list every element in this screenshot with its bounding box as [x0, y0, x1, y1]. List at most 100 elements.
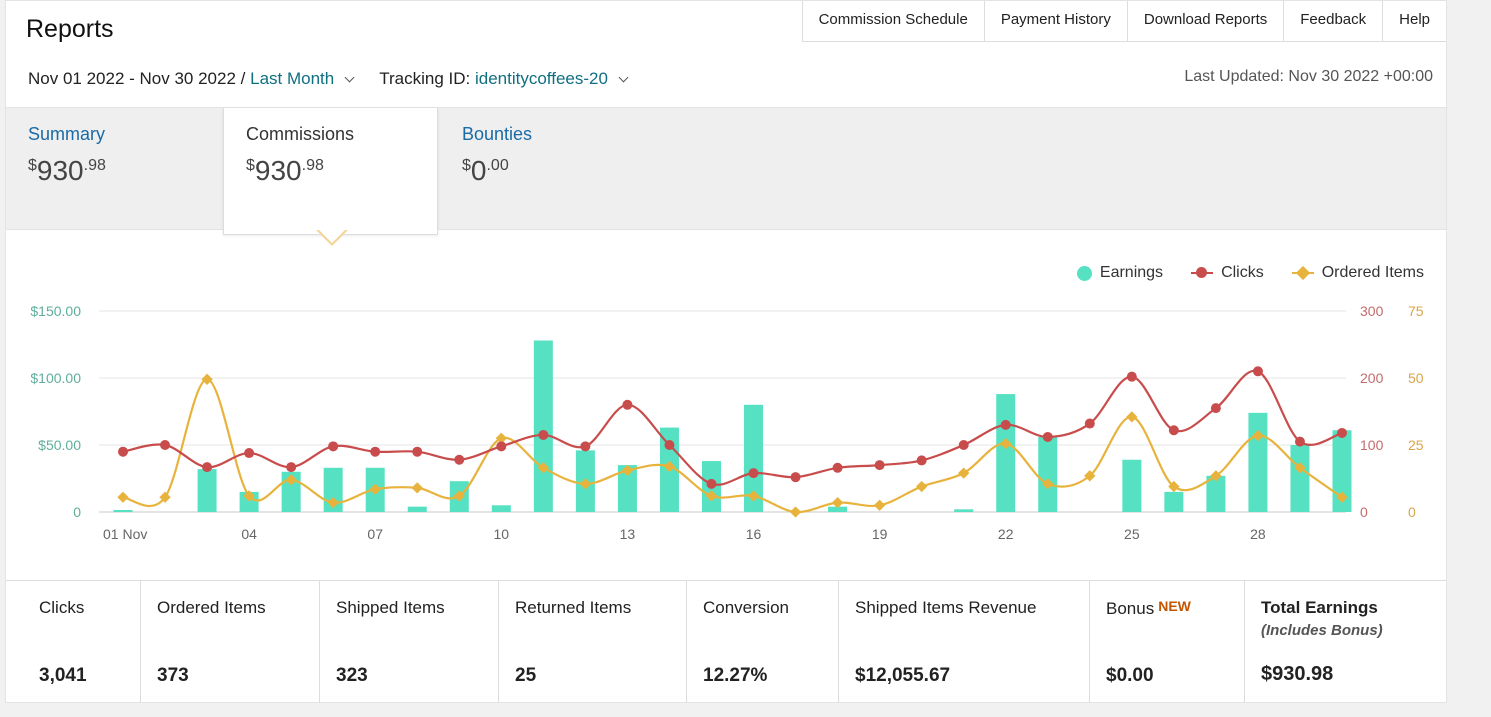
ordered-items-point: [873, 499, 886, 511]
active-tab-pointer: [316, 229, 348, 246]
clicks-point: [454, 454, 465, 465]
x-tick-label: 01 Nov: [103, 526, 147, 542]
earnings-bar: [1122, 459, 1142, 512]
clicks-point: [328, 441, 339, 452]
report-tabs: Summary $930.98 Commissions $930.98 Boun…: [6, 107, 1446, 235]
stat-conversion: Conversion 12.27%: [687, 581, 839, 703]
ordered-items-point: [327, 496, 339, 509]
tracking-id-value: identitycoffees-20: [474, 69, 608, 88]
filters-row: Nov 01 2022 - Nov 30 2022 / Last Month T…: [28, 69, 653, 89]
clicks-point: [496, 441, 507, 452]
tab-bounties[interactable]: Bounties $0.00: [440, 108, 640, 231]
earnings-bar: [1332, 430, 1352, 512]
ordered-items-point: [621, 464, 634, 477]
y-tick-label-items: 0: [1408, 504, 1416, 520]
earnings-bar: [1248, 412, 1268, 512]
ordered-items-point: [579, 478, 592, 490]
clicks-point: [538, 429, 549, 440]
ordered-items-point: [747, 490, 760, 502]
earnings-bar: [617, 465, 637, 512]
clicks-point: [370, 446, 381, 457]
y-tick-label-clicks: 100: [1360, 437, 1384, 453]
ordered-items-point: [243, 490, 255, 502]
x-tick-label: 16: [746, 526, 762, 542]
ordered-items-point: [369, 483, 381, 495]
x-tick-label: 19: [872, 526, 888, 542]
stat-total-earnings: Total Earnings (Includes Bonus) $930.98: [1261, 598, 1383, 685]
ordered-items-point: [663, 460, 676, 473]
period-link: Last Month: [250, 69, 335, 88]
stat-bonus: Bonus NEW $0.00: [1090, 581, 1245, 703]
tracking-id-selector[interactable]: Tracking ID: identitycoffees-20: [379, 69, 608, 89]
ordered-items-point: [705, 490, 718, 502]
clicks-point: [1168, 425, 1179, 436]
stat-shipped-items: Shipped Items 323: [320, 581, 499, 703]
date-range-selector[interactable]: Nov 01 2022 - Nov 30 2022 / Last Month: [28, 69, 335, 88]
earnings-bar: [1164, 491, 1184, 512]
nav-feedback[interactable]: Feedback: [1284, 1, 1384, 41]
clicks-point: [1252, 366, 1263, 377]
clicks-point: [706, 478, 717, 489]
ordered-items-point: [1084, 470, 1096, 482]
earnings-bar: [954, 509, 974, 512]
clicks-point: [1000, 419, 1011, 430]
nav-download-reports[interactable]: Download Reports: [1128, 1, 1285, 41]
ordered-items-point: [1252, 429, 1264, 442]
ordered-items-point: [411, 482, 423, 494]
earnings-chart: 0 0 0 $50.00 100 25 $100.00 200 50 $150.00 300 75 01…: [30, 303, 1424, 542]
earnings-bar: [744, 404, 764, 512]
earnings-bar: [1038, 436, 1058, 512]
legend-clicks[interactable]: Clicks: [1191, 264, 1264, 282]
date-chevron-down-icon[interactable]: [344, 72, 355, 82]
tab-summary[interactable]: Summary $930.98: [6, 108, 223, 231]
clicks-point: [160, 440, 171, 450]
ordered-items-point: [1126, 411, 1138, 423]
clicks-point: [1210, 403, 1221, 414]
ordered-items-point: [285, 474, 297, 486]
stat-ordered-items: Ordered Items 373: [141, 581, 320, 703]
ordered-items-point: [453, 490, 465, 502]
ordered-items-point: [915, 480, 928, 493]
clicks-point: [1042, 431, 1053, 442]
clicks-point: [412, 446, 423, 457]
nav-commission-schedule[interactable]: Commission Schedule: [803, 1, 985, 41]
clicks-point: [1126, 371, 1137, 382]
legend-ordered-items[interactable]: Ordered Items: [1291, 264, 1424, 282]
tab-commissions[interactable]: Commissions $930.98: [223, 108, 438, 235]
earnings-bar: [239, 491, 259, 512]
y-tick-label-left: 0: [73, 504, 81, 520]
nav-payment-history[interactable]: Payment History: [985, 1, 1128, 41]
stat-shipped-revenue: Shipped Items Revenue $12,055.67: [839, 581, 1090, 703]
ordered-items-point: [1336, 491, 1348, 503]
x-tick-label: 04: [241, 526, 257, 542]
x-tick-label: 10: [494, 526, 510, 542]
tracking-chevron-down-icon[interactable]: [618, 72, 629, 82]
clicks-legend-marker: [1191, 267, 1214, 279]
tab-summary-amount: $930.98: [28, 155, 106, 186]
y-tick-label-items: 50: [1408, 370, 1424, 386]
earnings-bar: [1206, 475, 1226, 512]
ordered-items-point: [1042, 478, 1054, 490]
ordered-items-point: [789, 506, 802, 518]
ordered-items-point: [1294, 462, 1306, 474]
clicks-point: [790, 472, 801, 483]
earnings-bar: [407, 506, 427, 512]
ordered-items-point: [958, 467, 970, 479]
y-tick-label-clicks: 300: [1360, 303, 1384, 319]
tab-summary-label: Summary: [28, 124, 106, 144]
clicks-point: [1294, 436, 1305, 447]
x-tick-label: 13: [620, 526, 636, 542]
legend-earnings[interactable]: Earnings: [1076, 264, 1163, 282]
clicks-point: [286, 462, 297, 473]
page-title: Reports: [26, 15, 114, 43]
clicks-line: [122, 369, 1343, 486]
clicks-point: [1337, 427, 1347, 438]
y-tick-label-clicks: 0: [1360, 504, 1368, 520]
date-range-text: Nov 01 2022 - Nov 30 2022: [28, 69, 236, 88]
earnings-bar: [828, 506, 848, 512]
clicks-point: [832, 462, 843, 473]
ordered-items-point: [537, 462, 550, 474]
ordered-legend-marker: [1291, 265, 1314, 281]
nav-help[interactable]: Help: [1399, 11, 1430, 28]
ordered-items-point: [117, 491, 129, 503]
